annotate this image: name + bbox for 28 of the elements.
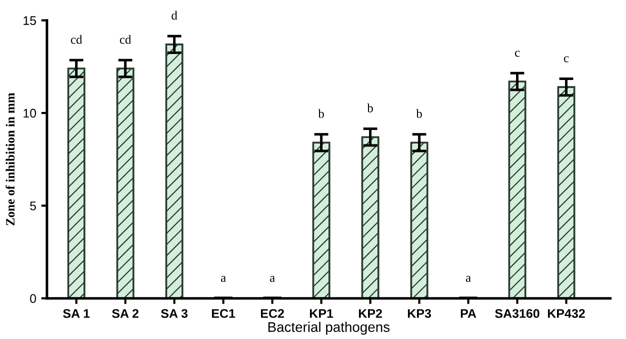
annotation: c <box>514 50 520 57</box>
annotation: cd <box>70 34 82 44</box>
x-tick-label: SA3160 <box>495 309 540 318</box>
x-tick-label: KP3 <box>408 309 431 318</box>
x-tick-label: PA <box>460 309 476 318</box>
annotation: b <box>367 104 373 112</box>
annotation: a <box>466 276 471 282</box>
x-tick-label: KP1 <box>310 309 334 318</box>
y-axis-title: Zone of inhibition in mm <box>6 92 15 226</box>
annotation: a <box>220 276 226 282</box>
text: d <box>172 10 178 20</box>
y-tick-label: 10 <box>24 108 36 118</box>
annotation: a <box>270 276 275 282</box>
x-tick-label: SA 1 <box>63 309 90 318</box>
y-tick-label: 0 <box>30 294 36 303</box>
annotation: c <box>564 56 569 62</box>
annotation: cd <box>120 34 132 44</box>
y-tick-label: 5 <box>30 202 36 210</box>
x-tick-label: EC1 <box>212 309 236 318</box>
x-tick-label: SA 3 <box>161 309 188 318</box>
y-tick-label: 15 <box>24 16 36 25</box>
annotation: b <box>318 109 324 118</box>
annotation: b <box>416 109 422 118</box>
x-axis-title: Bacterial pathogens <box>268 322 390 335</box>
x-tick-label: KP432 <box>548 309 585 318</box>
x-tick-label: EC2 <box>260 309 284 318</box>
x-tick-label: SA 2 <box>112 309 138 318</box>
x-tick-label: KP2 <box>358 309 382 318</box>
